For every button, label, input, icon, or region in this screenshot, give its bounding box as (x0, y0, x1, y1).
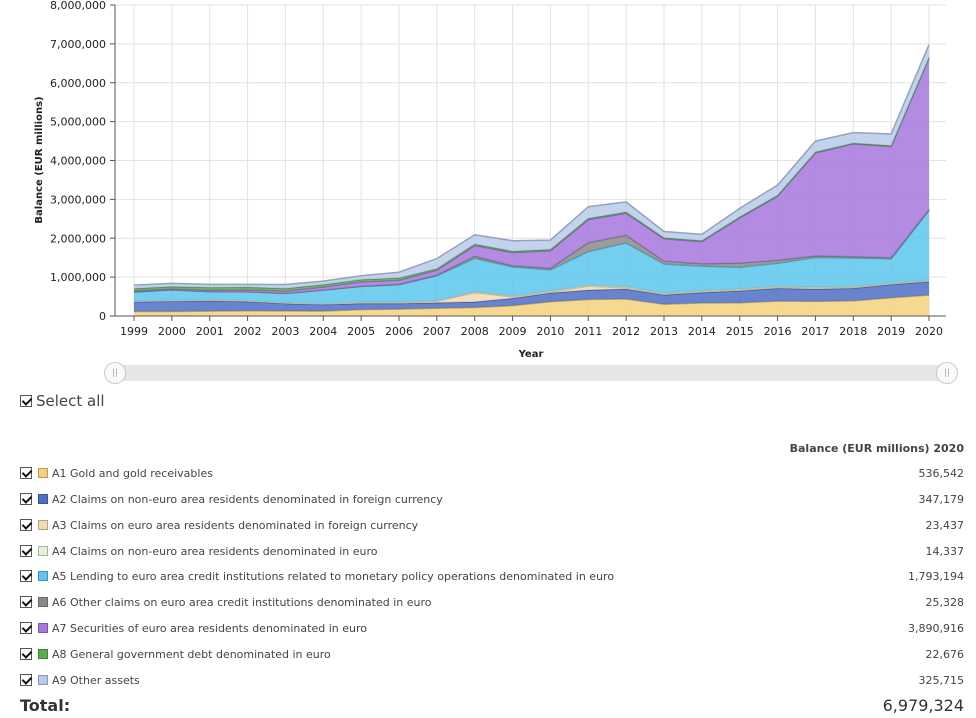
area-series-line (133, 44, 930, 286)
chart-axes: 0 1,000,000 2,000,000 3,000,000 4,000,000 5,0… (50, 0, 946, 338)
x-tick-label: 2013 (650, 325, 678, 338)
x-tick-label: 2012 (612, 325, 640, 338)
legend-item-value: 536,542 (918, 466, 965, 480)
x-tick-label: 2005 (347, 325, 375, 338)
x-tick-label: 2003 (271, 325, 299, 338)
legend-item-label: A3 Claims on euro area residents denomin… (52, 518, 419, 532)
y-tick-label: 0 (99, 310, 106, 323)
y-tick-label: 8,000,000 (50, 0, 106, 12)
legend-item-value: 325,715 (918, 673, 965, 687)
legend-color-swatch (38, 468, 48, 478)
legend-item[interactable]: A7 Securities of euro area residents den… (20, 619, 964, 637)
x-tick-label: 2014 (688, 325, 716, 338)
legend-item-label: A2 Claims on non-euro area residents den… (52, 492, 443, 506)
legend-item-label: A9 Other assets (52, 673, 140, 687)
legend-item-value: 3,890,916 (908, 621, 964, 635)
total-label: Total: (20, 696, 71, 715)
chart-areas (133, 44, 930, 316)
legend-color-swatch (38, 623, 48, 633)
legend-item-checkbox[interactable] (20, 596, 32, 608)
year-range-slider-track[interactable] (114, 365, 946, 381)
legend-color-swatch (38, 649, 48, 659)
legend-item-checkbox[interactable] (20, 622, 32, 634)
legend-item[interactable]: A6 Other claims on euro area credit inst… (20, 593, 964, 611)
x-tick-label: 1999 (120, 325, 148, 338)
y-tick-label: 6,000,000 (50, 77, 106, 90)
area-series (134, 210, 929, 304)
legend-item-label: A5 Lending to euro area credit instituti… (52, 569, 615, 583)
x-tick-label: 2004 (309, 325, 337, 338)
area-series (134, 281, 929, 312)
x-axis-title: Year (518, 349, 544, 360)
legend-item-label: A4 Claims on non-euro area residents den… (52, 544, 378, 558)
x-tick-label: 2018 (839, 325, 867, 338)
x-tick-label: 2002 (234, 325, 262, 338)
x-tick-label: 2000 (158, 325, 186, 338)
x-tick-label: 2001 (196, 325, 224, 338)
y-tick-label: 4,000,000 (50, 155, 106, 168)
x-tick-label: 2008 (461, 325, 489, 338)
y-tick-label: 3,000,000 (50, 193, 106, 206)
x-tick-label: 2015 (726, 325, 754, 338)
select-all-label: Select all (36, 392, 105, 410)
x-tick-label: 2007 (423, 325, 451, 338)
x-tick-label: 2016 (764, 325, 792, 338)
x-tick-label: 2006 (385, 325, 413, 338)
legend-item-label: A1 Gold and gold receivables (52, 466, 213, 480)
legend-item[interactable]: A4 Claims on non-euro area residents den… (20, 542, 964, 560)
legend-color-swatch (38, 494, 48, 504)
x-tick-label: 2010 (536, 325, 564, 338)
legend-item[interactable]: A9 Other assets 325,715 (20, 671, 964, 689)
legend-item-checkbox[interactable] (20, 674, 32, 686)
legend-item-label: A7 Securities of euro area residents den… (52, 621, 367, 635)
legend-item-value: 25,328 (925, 595, 965, 609)
select-all-checkbox[interactable] (20, 395, 32, 407)
legend-item-checkbox[interactable] (20, 493, 32, 505)
area-series (134, 58, 929, 294)
legend-item[interactable]: A1 Gold and gold receivables 536,542 (20, 464, 964, 482)
legend-item-checkbox[interactable] (20, 545, 32, 557)
total-value: 6,979,324 (882, 696, 964, 715)
legend-color-swatch (38, 675, 48, 685)
legend-item-value: 14,337 (925, 544, 965, 558)
x-tick-label: 2019 (877, 325, 905, 338)
y-tick-label: 5,000,000 (50, 116, 106, 129)
legend-item-checkbox[interactable] (20, 467, 32, 479)
legend-item[interactable]: A3 Claims on euro area residents denomin… (20, 516, 964, 534)
legend-color-swatch (38, 520, 48, 530)
legend-item[interactable]: A5 Lending to euro area credit instituti… (20, 567, 964, 585)
y-tick-label: 7,000,000 (50, 38, 106, 51)
select-all-toggle[interactable]: Select all (20, 392, 105, 410)
stacked-area-chart: 0 1,000,000 2,000,000 3,000,000 4,000,000 5,0… (34, 0, 946, 360)
range-slider-end-handle[interactable]: || (936, 362, 958, 384)
range-slider-start-handle[interactable]: || (104, 362, 126, 384)
legend-item-checkbox[interactable] (20, 570, 32, 582)
legend-item[interactable]: A2 Claims on non-euro area residents den… (20, 490, 964, 508)
legend-item-value: 23,437 (925, 518, 965, 532)
legend-item[interactable]: A8 General government debt denominated i… (20, 645, 964, 663)
legend-item-checkbox[interactable] (20, 519, 32, 531)
x-tick-label: 2011 (574, 325, 602, 338)
y-tick-label: 2,000,000 (50, 232, 106, 245)
legend-color-swatch (38, 597, 48, 607)
legend-item-label: A8 General government debt denominated i… (52, 647, 331, 661)
y-tick-label: 1,000,000 (50, 271, 106, 284)
x-tick-label: 2020 (915, 325, 943, 338)
legend-item-label: A6 Other claims on euro area credit inst… (52, 595, 432, 609)
y-axis-title: Balance (EUR millions) (34, 96, 45, 223)
legend-item-value: 347,179 (918, 492, 965, 506)
legend-color-swatch (38, 571, 48, 581)
legend-item-value: 22,676 (925, 647, 965, 661)
balance-column-header: Balance (EUR millions) 2020 (789, 442, 964, 455)
legend-item-value: 1,793,194 (908, 569, 964, 583)
x-tick-label: 2009 (499, 325, 527, 338)
legend-color-swatch (38, 546, 48, 556)
legend-item-checkbox[interactable] (20, 648, 32, 660)
x-tick-label: 2017 (801, 325, 829, 338)
